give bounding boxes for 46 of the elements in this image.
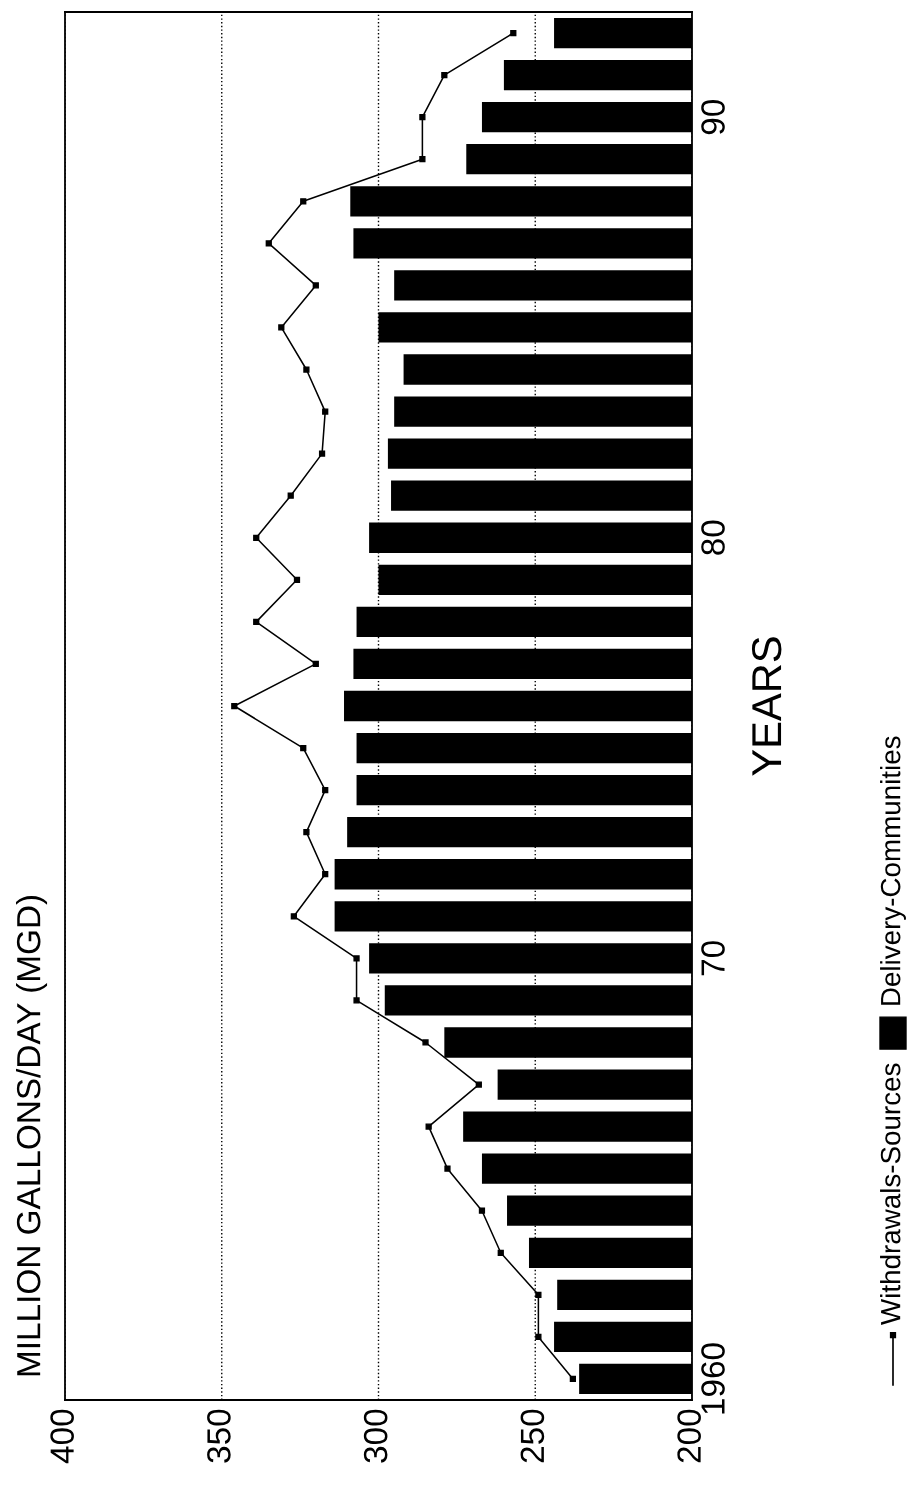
point xyxy=(441,71,448,79)
point xyxy=(293,576,301,583)
point xyxy=(265,240,272,247)
point xyxy=(322,408,329,415)
point xyxy=(287,492,294,499)
point xyxy=(303,366,310,373)
point xyxy=(278,324,285,331)
point xyxy=(300,744,307,752)
point xyxy=(322,786,329,794)
point xyxy=(425,1123,432,1130)
y-tick-label: 70 xyxy=(701,941,725,976)
point xyxy=(300,198,307,205)
point xyxy=(253,618,260,626)
point xyxy=(303,829,310,836)
x-tick-label: 400 xyxy=(50,1409,74,1464)
text: MILLION GALLONS/DAY (MGD) xyxy=(16,895,48,1376)
y-axis-title: YEARS xyxy=(751,637,782,776)
legend-label: Withdrawals-Sources xyxy=(880,1063,901,1325)
point xyxy=(253,534,260,541)
point xyxy=(510,29,517,37)
point xyxy=(312,282,319,289)
point xyxy=(535,1333,542,1341)
point xyxy=(475,1081,482,1088)
point xyxy=(535,1291,542,1298)
x-tick-label: 350 xyxy=(207,1409,231,1463)
point xyxy=(419,114,426,121)
point xyxy=(478,1207,486,1214)
point xyxy=(444,1165,451,1172)
point xyxy=(322,871,329,878)
y-tick-label: 80 xyxy=(701,520,725,555)
y-tick-label: 1960 xyxy=(701,1343,725,1414)
point xyxy=(318,450,326,457)
point xyxy=(231,702,238,710)
point xyxy=(353,955,360,962)
x-tick-label: 200 xyxy=(677,1409,701,1463)
series-label: Delivery-Communities xyxy=(880,736,906,1005)
point xyxy=(290,913,297,920)
point xyxy=(353,997,360,1004)
x-tick-label: 300 xyxy=(363,1409,388,1463)
point xyxy=(422,1039,429,1046)
point xyxy=(569,1375,576,1383)
point xyxy=(312,660,319,668)
point xyxy=(497,1249,504,1256)
y-tick-label: 90 xyxy=(701,99,725,135)
point xyxy=(419,156,426,163)
x-tick-label: 250 xyxy=(520,1409,545,1463)
